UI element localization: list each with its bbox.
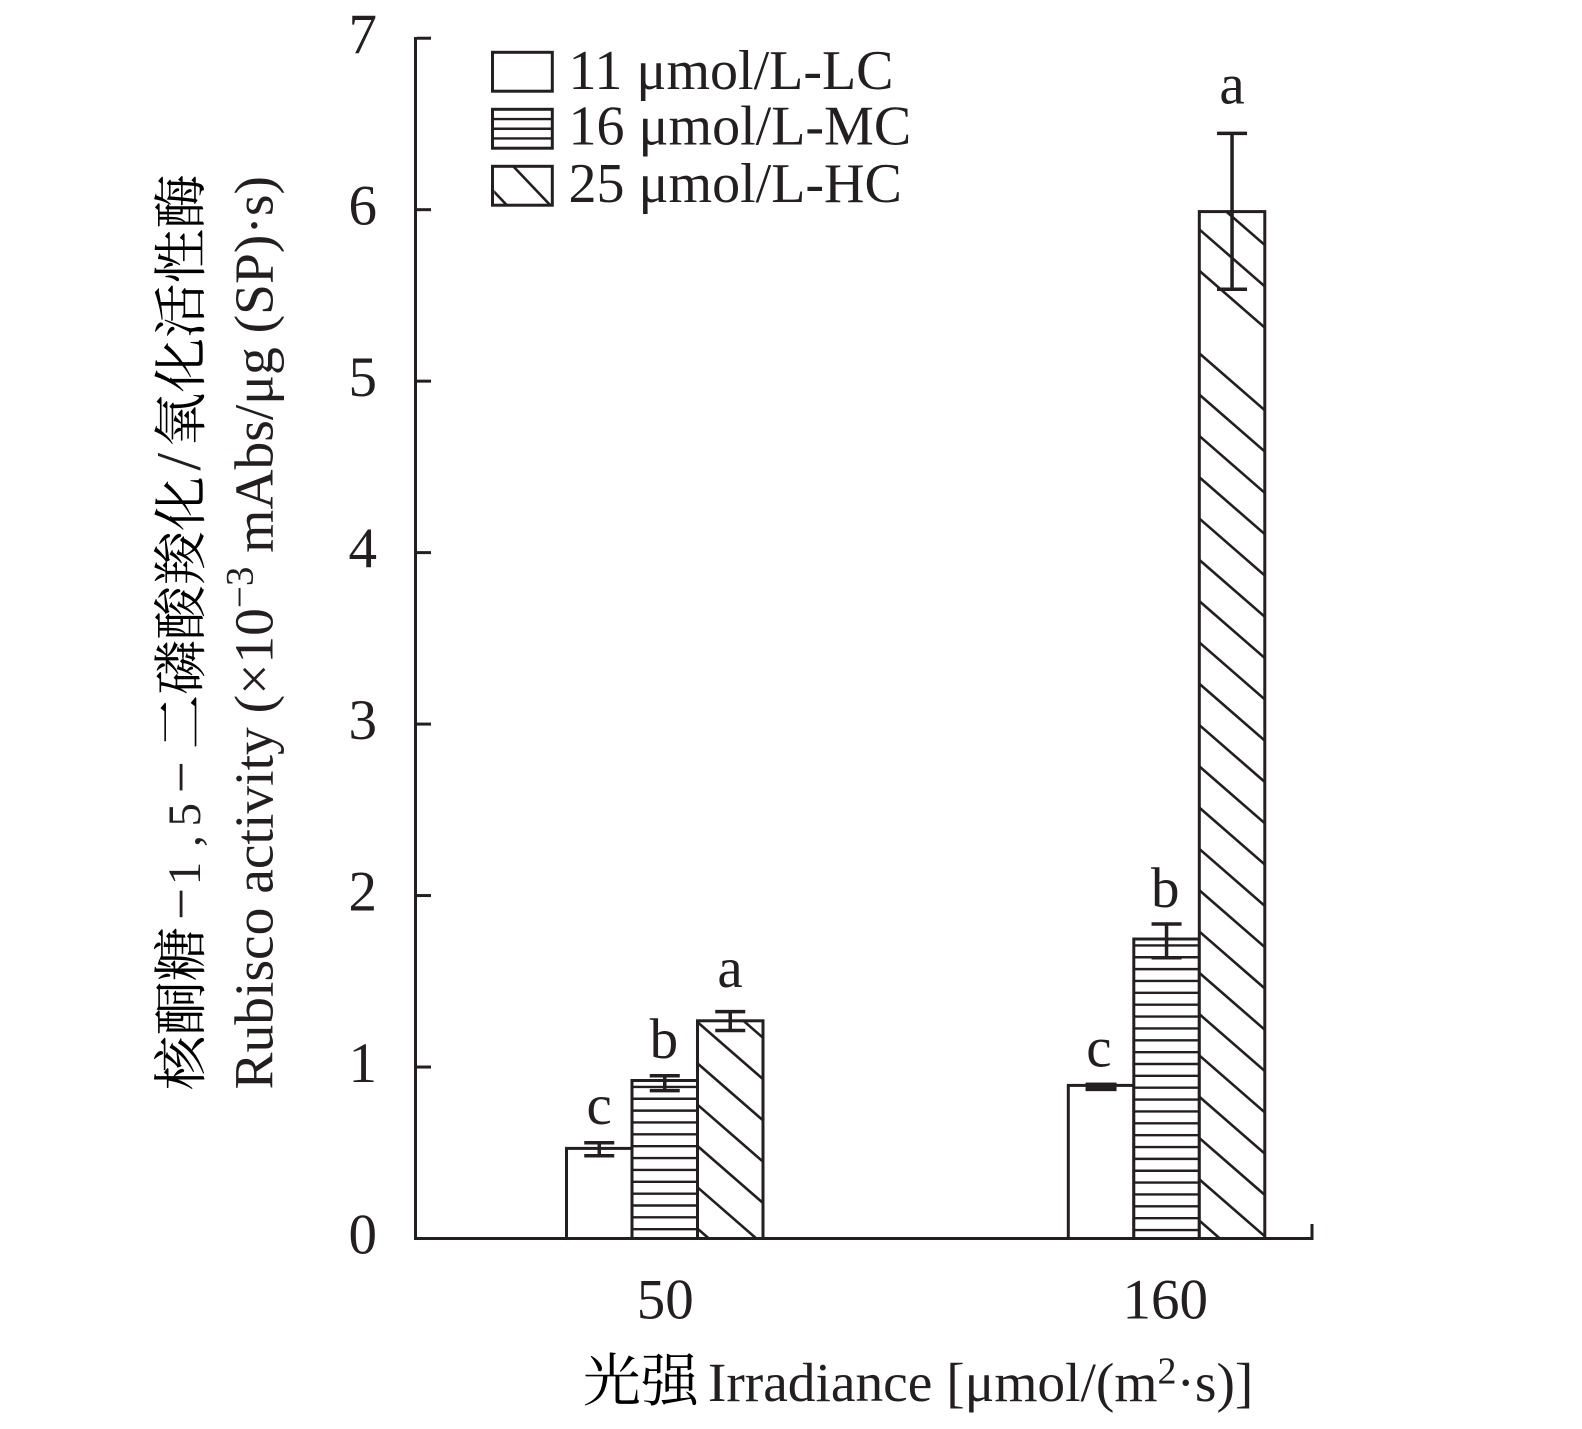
svg-text:a: a bbox=[717, 937, 742, 1000]
svg-text:5: 5 bbox=[159, 803, 211, 827]
svg-text:16 μmol/L-MC: 16 μmol/L-MC bbox=[569, 96, 912, 158]
svg-text:50: 50 bbox=[637, 1268, 694, 1331]
svg-text:c: c bbox=[587, 1074, 612, 1137]
svg-text:5: 5 bbox=[349, 346, 378, 409]
svg-text:1: 1 bbox=[349, 1032, 378, 1095]
svg-text:2: 2 bbox=[349, 861, 378, 924]
svg-text:a: a bbox=[1219, 53, 1244, 116]
svg-text:,: , bbox=[159, 835, 211, 847]
svg-text:−: − bbox=[150, 761, 213, 793]
svg-text:6: 6 bbox=[349, 175, 378, 238]
svg-text:0: 0 bbox=[349, 1204, 378, 1267]
svg-text:Rubisco activity (×10−3 mAbs/μ: Rubisco activity (×10−3 mAbs/μg (SP)·s) bbox=[219, 176, 286, 1089]
svg-text:160: 160 bbox=[1123, 1268, 1209, 1331]
svg-text:1: 1 bbox=[159, 862, 211, 886]
svg-text:3: 3 bbox=[349, 689, 378, 752]
svg-text:11 μmol/L-LC: 11 μmol/L-LC bbox=[569, 40, 894, 102]
svg-text:Irradiance [μmol/(m2·s)]: Irradiance [μmol/(m2·s)] bbox=[708, 1351, 1253, 1414]
svg-text:c: c bbox=[1086, 1017, 1111, 1080]
svg-text:7: 7 bbox=[349, 3, 378, 66]
svg-text:b: b bbox=[1151, 857, 1180, 920]
svg-text:−: − bbox=[150, 888, 213, 920]
svg-text:/: / bbox=[143, 453, 214, 471]
svg-text:b: b bbox=[650, 1008, 679, 1071]
svg-text:4: 4 bbox=[349, 518, 378, 581]
svg-text:25 μmol/L-HC: 25 μmol/L-HC bbox=[569, 153, 902, 215]
